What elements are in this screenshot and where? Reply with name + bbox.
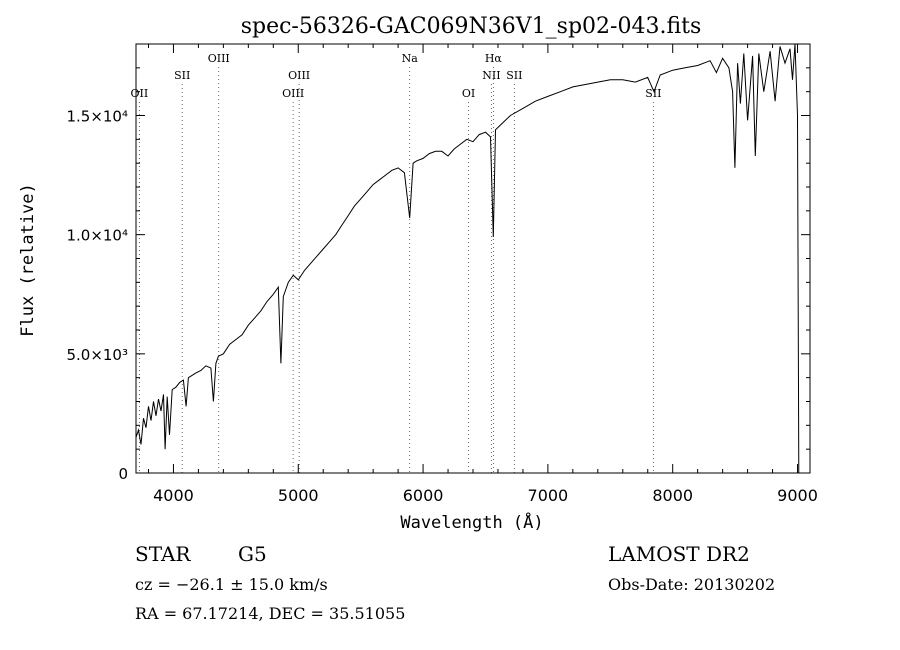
- x-tick-label-3: 7000: [528, 486, 569, 505]
- y-tick-label-2: 1.0×10⁴: [66, 227, 128, 245]
- y-tick-label-1: 5.0×10³: [66, 346, 128, 364]
- observation-date: Obs-Date: 20130202: [608, 575, 776, 594]
- line-marker-label-10: SII: [645, 87, 661, 100]
- x-tick-label-0: 4000: [153, 486, 194, 505]
- y-tick-label-0: 0: [118, 465, 128, 483]
- x-tick-label-1: 5000: [278, 486, 319, 505]
- line-marker-label-6: OI: [462, 87, 475, 100]
- x-tick-label-2: 6000: [403, 486, 444, 505]
- line-marker-label-1: SII: [174, 69, 190, 82]
- line-marker-label-8: Hα: [485, 52, 503, 65]
- spectrum-series-line: [135, 43, 800, 474]
- object-subclass: G5: [238, 542, 267, 566]
- plot-frame: [135, 43, 811, 474]
- object-type: STAR: [135, 542, 191, 566]
- x-tick-label-5: 9000: [777, 486, 818, 505]
- y-axis-label: Flux (relative): [18, 183, 38, 337]
- y-tick-label-3: 1.5×10⁴: [66, 108, 128, 126]
- line-marker-label-2: OIII: [208, 52, 230, 65]
- line-marker-label-9: SII: [506, 69, 522, 82]
- x-axis-label: Wavelength (Å): [400, 511, 543, 533]
- survey-name: LAMOST DR2: [608, 542, 750, 566]
- line-marker-label-3: OIII: [282, 87, 304, 100]
- line-marker-label-7: NII: [482, 69, 500, 82]
- y-axis: 0 5.0×10³ 1.0×10⁴ 1.5×10⁴: [66, 43, 810, 483]
- line-marker-label-4: OIII: [288, 69, 310, 82]
- x-axis: 4000 5000 6000 7000 8000 9000: [147, 44, 818, 505]
- sky-coordinates: RA = 67.17214, DEC = 35.51055: [135, 604, 406, 623]
- redshift-velocity: cz = −26.1 ± 15.0 km/s: [135, 575, 328, 594]
- line-marker-label-5: Na: [402, 52, 419, 65]
- chart-title: spec-56326-GAC069N36V1_sp02-043.fits: [241, 14, 702, 39]
- line-marker-label-0: OII: [131, 87, 149, 100]
- x-tick-label-4: 8000: [652, 486, 693, 505]
